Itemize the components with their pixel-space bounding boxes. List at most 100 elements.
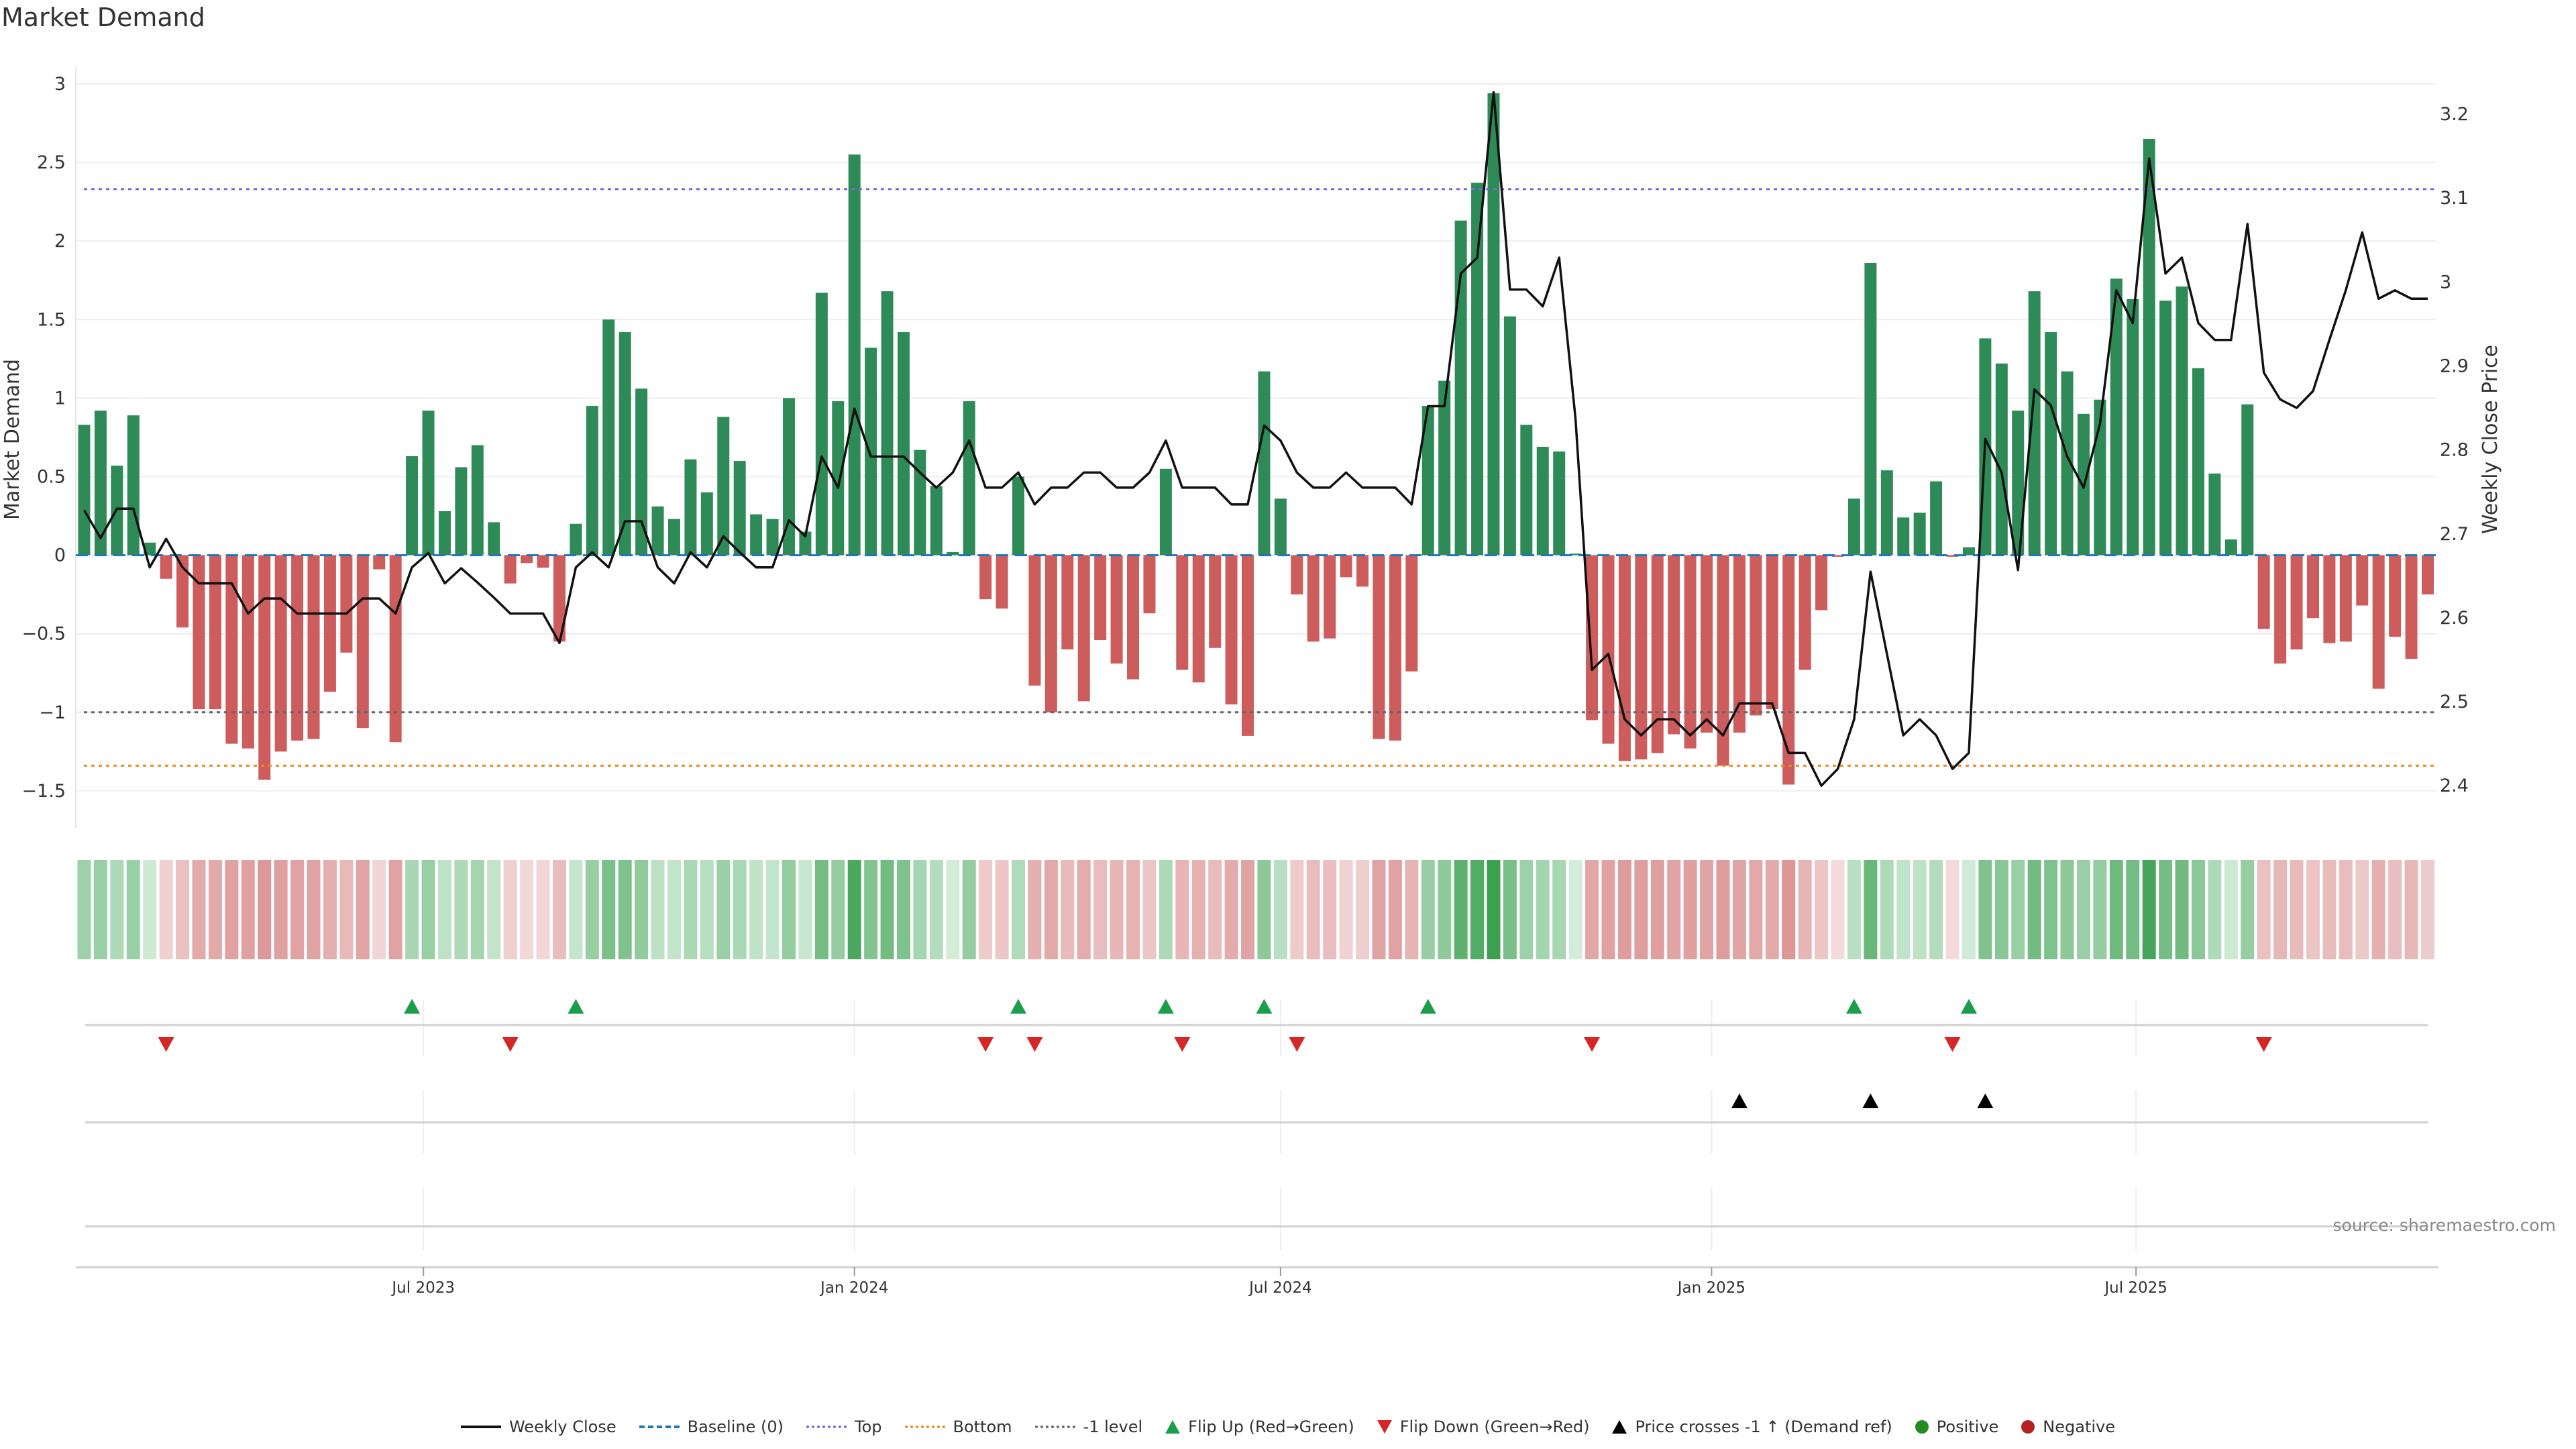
bar-negative xyxy=(1799,555,1811,670)
bar-negative xyxy=(979,555,992,600)
y2-axis-title: Weekly Close Price xyxy=(2479,345,2502,534)
heat-strip-cell xyxy=(814,860,828,959)
heat-strip-cell xyxy=(290,860,305,959)
bar-negative xyxy=(1389,555,1401,741)
heat-strip-cell xyxy=(2060,860,2074,959)
bar-positive xyxy=(586,406,598,555)
heat-strip-cell xyxy=(2208,860,2222,959)
heat-strip-cell xyxy=(487,860,501,959)
flip-down-marker xyxy=(502,1037,519,1052)
bar-positive xyxy=(602,319,615,555)
bar-positive xyxy=(1471,182,1484,555)
bar-positive xyxy=(1930,481,1943,555)
heat-strip-cell xyxy=(437,860,451,959)
legend-line-swatch xyxy=(460,1426,501,1428)
heat-strip-cell xyxy=(2126,860,2140,959)
bar-positive xyxy=(1012,476,1025,555)
bar-positive xyxy=(717,417,730,555)
heat-strip-cell xyxy=(405,860,419,959)
heat-strip-cell xyxy=(765,860,780,959)
flip-down-marker xyxy=(977,1037,994,1052)
bar-negative xyxy=(1373,555,1385,739)
bar-positive xyxy=(1995,363,2008,555)
heat-strip-cell xyxy=(929,860,943,959)
y-tick-label: −0.5 xyxy=(21,624,66,645)
legend-item: Weekly Close xyxy=(460,1417,616,1436)
bar-negative xyxy=(193,555,205,710)
bar-positive xyxy=(1553,451,1566,555)
bar-negative xyxy=(1143,555,1156,614)
heat-strip-cell xyxy=(1798,860,1812,959)
heat-strip-cell xyxy=(1372,860,1386,959)
bar-positive xyxy=(455,467,468,555)
heat-strip-cell xyxy=(2093,860,2107,959)
bar-positive xyxy=(684,459,697,555)
heat-strip-cell xyxy=(602,860,616,959)
bar-negative xyxy=(2405,555,2418,659)
flip-down-marker xyxy=(2255,1037,2272,1052)
heat-strip-cell xyxy=(1175,860,1189,959)
bar-negative xyxy=(340,555,353,653)
heat-strip-cell xyxy=(2241,860,2255,959)
flip-up-marker xyxy=(1845,999,1862,1014)
heat-strip-cell xyxy=(2355,860,2369,959)
heat-strip-cell xyxy=(503,860,517,959)
heat-strip-cell xyxy=(1093,860,1108,959)
legend-label: Flip Down (Green→Red) xyxy=(1399,1417,1590,1436)
heat-strip-cell xyxy=(798,860,812,959)
bar-positive xyxy=(947,551,959,555)
heat-strip-cell xyxy=(126,860,140,959)
heat-strip-cell xyxy=(618,860,632,959)
bar-positive xyxy=(667,519,680,555)
legend: Weekly Close Baseline (0) Top Bottom -1 leve… xyxy=(0,1417,2576,1436)
bar-negative xyxy=(323,555,336,692)
triangle-down-icon xyxy=(1377,1420,1392,1434)
bar-positive xyxy=(1503,316,1516,555)
x-tick-label: Jan 2025 xyxy=(1676,1279,1746,1297)
bar-negative xyxy=(1586,555,1599,720)
heat-strip-cell xyxy=(2109,860,2123,959)
heat-strip-cell xyxy=(2027,860,2041,959)
y-tick-label: 1 xyxy=(54,388,66,409)
heat-strip-cell xyxy=(1585,860,1599,959)
heat-strip-cell xyxy=(880,860,894,959)
bar-positive xyxy=(898,332,910,555)
legend-label: Weekly Close xyxy=(508,1417,616,1436)
heat-strip-cell xyxy=(1683,860,1697,959)
flip-down-marker xyxy=(1026,1037,1043,1052)
bar-positive xyxy=(963,401,975,555)
triangle-up-icon xyxy=(1165,1420,1181,1434)
bar-positive xyxy=(144,542,156,555)
legend-label: Flip Up (Red→Green) xyxy=(1188,1417,1354,1436)
heat-strip-cell xyxy=(2388,860,2402,959)
heat-strip-cell xyxy=(1913,860,1927,959)
bar-negative xyxy=(373,555,386,570)
heat-strip-cell xyxy=(1978,860,1992,959)
bar-positive xyxy=(2061,371,2074,555)
bar-positive xyxy=(782,398,795,555)
chart-title: Market Demand xyxy=(1,3,205,32)
heat-strip-cell xyxy=(1224,860,1238,959)
heat-strip-cell xyxy=(716,860,731,959)
bar-negative xyxy=(1291,555,1303,595)
bar-negative xyxy=(1733,555,1746,733)
flip-down-marker xyxy=(158,1037,174,1052)
y2-tick-label: 2.6 xyxy=(2440,608,2469,629)
y2-tick-label: 2.4 xyxy=(2440,775,2469,796)
bar-positive xyxy=(2224,539,2237,555)
heat-strip-cell xyxy=(1077,860,1091,959)
heat-strip-cell xyxy=(979,860,993,959)
bar-negative xyxy=(1324,555,1336,639)
flip-down-marker xyxy=(1584,1037,1601,1052)
y2-tick-label: 2.9 xyxy=(2440,356,2469,376)
heat-strip-cell xyxy=(1306,860,1320,959)
legend-item: Positive xyxy=(1915,1417,1998,1436)
heat-strip-cell xyxy=(1142,860,1157,959)
legend-label: Baseline (0) xyxy=(687,1417,784,1436)
legend-dashed-swatch xyxy=(806,1426,847,1428)
heat-strip-cell xyxy=(1323,860,1337,959)
y2-tick-label: 2.8 xyxy=(2440,440,2469,461)
heat-strip-cell xyxy=(1257,860,1271,959)
flip-up-marker xyxy=(1256,999,1273,1014)
